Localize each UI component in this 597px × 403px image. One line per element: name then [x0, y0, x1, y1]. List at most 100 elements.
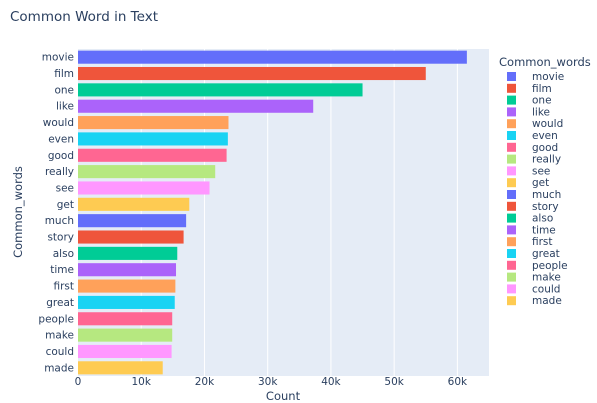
legend-item-story[interactable]: story: [507, 201, 559, 213]
x-axis-title: Count: [266, 389, 301, 403]
legend-label: film: [532, 83, 552, 95]
legend-item-much[interactable]: much: [507, 189, 561, 201]
bar-would[interactable]: [78, 116, 229, 130]
legend-item-first[interactable]: first: [507, 236, 553, 248]
bar-like[interactable]: [78, 99, 314, 113]
bar-see[interactable]: [78, 181, 210, 195]
legend-swatch: [507, 178, 516, 188]
legend-item-make[interactable]: make: [507, 272, 561, 284]
chart-title: Common Word in Text: [10, 9, 158, 25]
legend-label: first: [532, 236, 553, 248]
bar-one[interactable]: [78, 83, 363, 97]
legend-swatch: [507, 142, 516, 152]
legend-swatch: [507, 296, 516, 306]
bars: [78, 50, 467, 375]
bar-made[interactable]: [78, 361, 163, 375]
legend-item-good[interactable]: good: [507, 142, 558, 154]
legend-item-people[interactable]: people: [507, 260, 568, 272]
legend-item-even[interactable]: even: [507, 130, 558, 142]
legend-item-great[interactable]: great: [507, 248, 560, 260]
legend-label: would: [532, 118, 563, 130]
legend-label: like: [532, 106, 550, 118]
legend-swatch: [507, 83, 516, 93]
plot-background: [78, 49, 489, 376]
y-tick-label: one: [54, 84, 74, 96]
legend-item-film[interactable]: film: [507, 83, 552, 95]
bar-could[interactable]: [78, 344, 172, 359]
legend-label: make: [532, 272, 561, 284]
legend-label: one: [532, 95, 552, 107]
legend-swatch: [507, 131, 516, 140]
legend-item-like[interactable]: like: [507, 106, 550, 118]
x-tick-label: 40k: [321, 376, 341, 388]
bar-first[interactable]: [78, 279, 176, 293]
y-tick-label: really: [45, 166, 74, 178]
y-axis-title: Common_words: [11, 166, 25, 258]
y-tick-labels: movie film one like would even good really see ge…: [38, 52, 74, 375]
x-tick-label: 20k: [195, 376, 215, 388]
legend-item-time[interactable]: time: [507, 224, 556, 236]
y-tick-label: see: [56, 182, 74, 194]
legend-label: see: [532, 165, 550, 177]
legend-swatch: [507, 272, 516, 282]
legend-item-made[interactable]: made: [507, 295, 562, 307]
legend-item-also[interactable]: also: [507, 213, 553, 225]
legend-swatch: [507, 166, 516, 176]
legend-swatch: [507, 284, 516, 294]
bar-story[interactable]: [78, 230, 184, 244]
legend-swatch: [507, 225, 516, 235]
bar-great[interactable]: [78, 295, 175, 309]
legend-item-get[interactable]: get: [507, 177, 549, 189]
bar-good[interactable]: [78, 148, 227, 162]
legend[interactable]: Common_words moviefilmonelikewouldevengo…: [499, 55, 591, 307]
bar-make[interactable]: [78, 328, 173, 342]
x-tick-label: 0: [75, 376, 82, 388]
legend-label: even: [532, 130, 558, 142]
y-tick-label: good: [48, 150, 74, 162]
legend-swatch: [507, 260, 516, 270]
y-tick-label: even: [48, 133, 74, 145]
legend-label: good: [532, 142, 558, 154]
legend-items: moviefilmonelikewouldevengoodreallyseege…: [507, 71, 568, 307]
bar-film[interactable]: [78, 66, 426, 81]
y-tick-label: like: [56, 101, 74, 113]
bar-time[interactable]: [78, 263, 177, 277]
legend-label: time: [532, 224, 556, 236]
y-tick-label: make: [45, 330, 74, 342]
legend-item-could[interactable]: could: [507, 283, 560, 295]
x-tick-label: 10k: [132, 376, 152, 388]
y-tick-label: movie: [42, 52, 74, 64]
y-tick-label: film: [54, 68, 74, 80]
legend-item-movie[interactable]: movie: [507, 71, 564, 83]
y-tick-label: would: [43, 117, 74, 129]
bar-really[interactable]: [78, 165, 216, 179]
y-tick-label: made: [44, 362, 74, 374]
bar-much[interactable]: [78, 214, 187, 228]
legend-item-would[interactable]: would: [507, 118, 563, 130]
legend-label: get: [532, 177, 549, 189]
bar-movie[interactable]: [78, 50, 467, 64]
legend-item-one[interactable]: one: [507, 95, 552, 107]
legend-swatch: [507, 237, 516, 247]
legend-title: Common_words: [499, 55, 591, 69]
bar-even[interactable]: [78, 132, 228, 146]
bar-also[interactable]: [78, 246, 178, 260]
legend-label: really: [532, 154, 561, 166]
legend-label: also: [532, 213, 553, 225]
legend-swatch: [507, 213, 516, 223]
legend-label: could: [532, 283, 560, 295]
legend-swatch: [507, 72, 516, 81]
legend-item-see[interactable]: see: [507, 165, 550, 177]
legend-item-really[interactable]: really: [507, 154, 561, 166]
legend-label: story: [532, 201, 559, 213]
legend-swatch: [507, 249, 516, 258]
y-tick-label: time: [50, 264, 74, 276]
x-tick-labels: 0 10k 20k 30k 40k 50k 60k: [75, 376, 468, 388]
bar-people[interactable]: [78, 312, 173, 326]
legend-label: great: [532, 248, 560, 260]
legend-label: much: [532, 189, 561, 201]
y-tick-label: story: [47, 232, 74, 244]
y-tick-label: could: [46, 346, 74, 358]
legend-swatch: [507, 119, 516, 129]
bar-get[interactable]: [78, 197, 190, 211]
